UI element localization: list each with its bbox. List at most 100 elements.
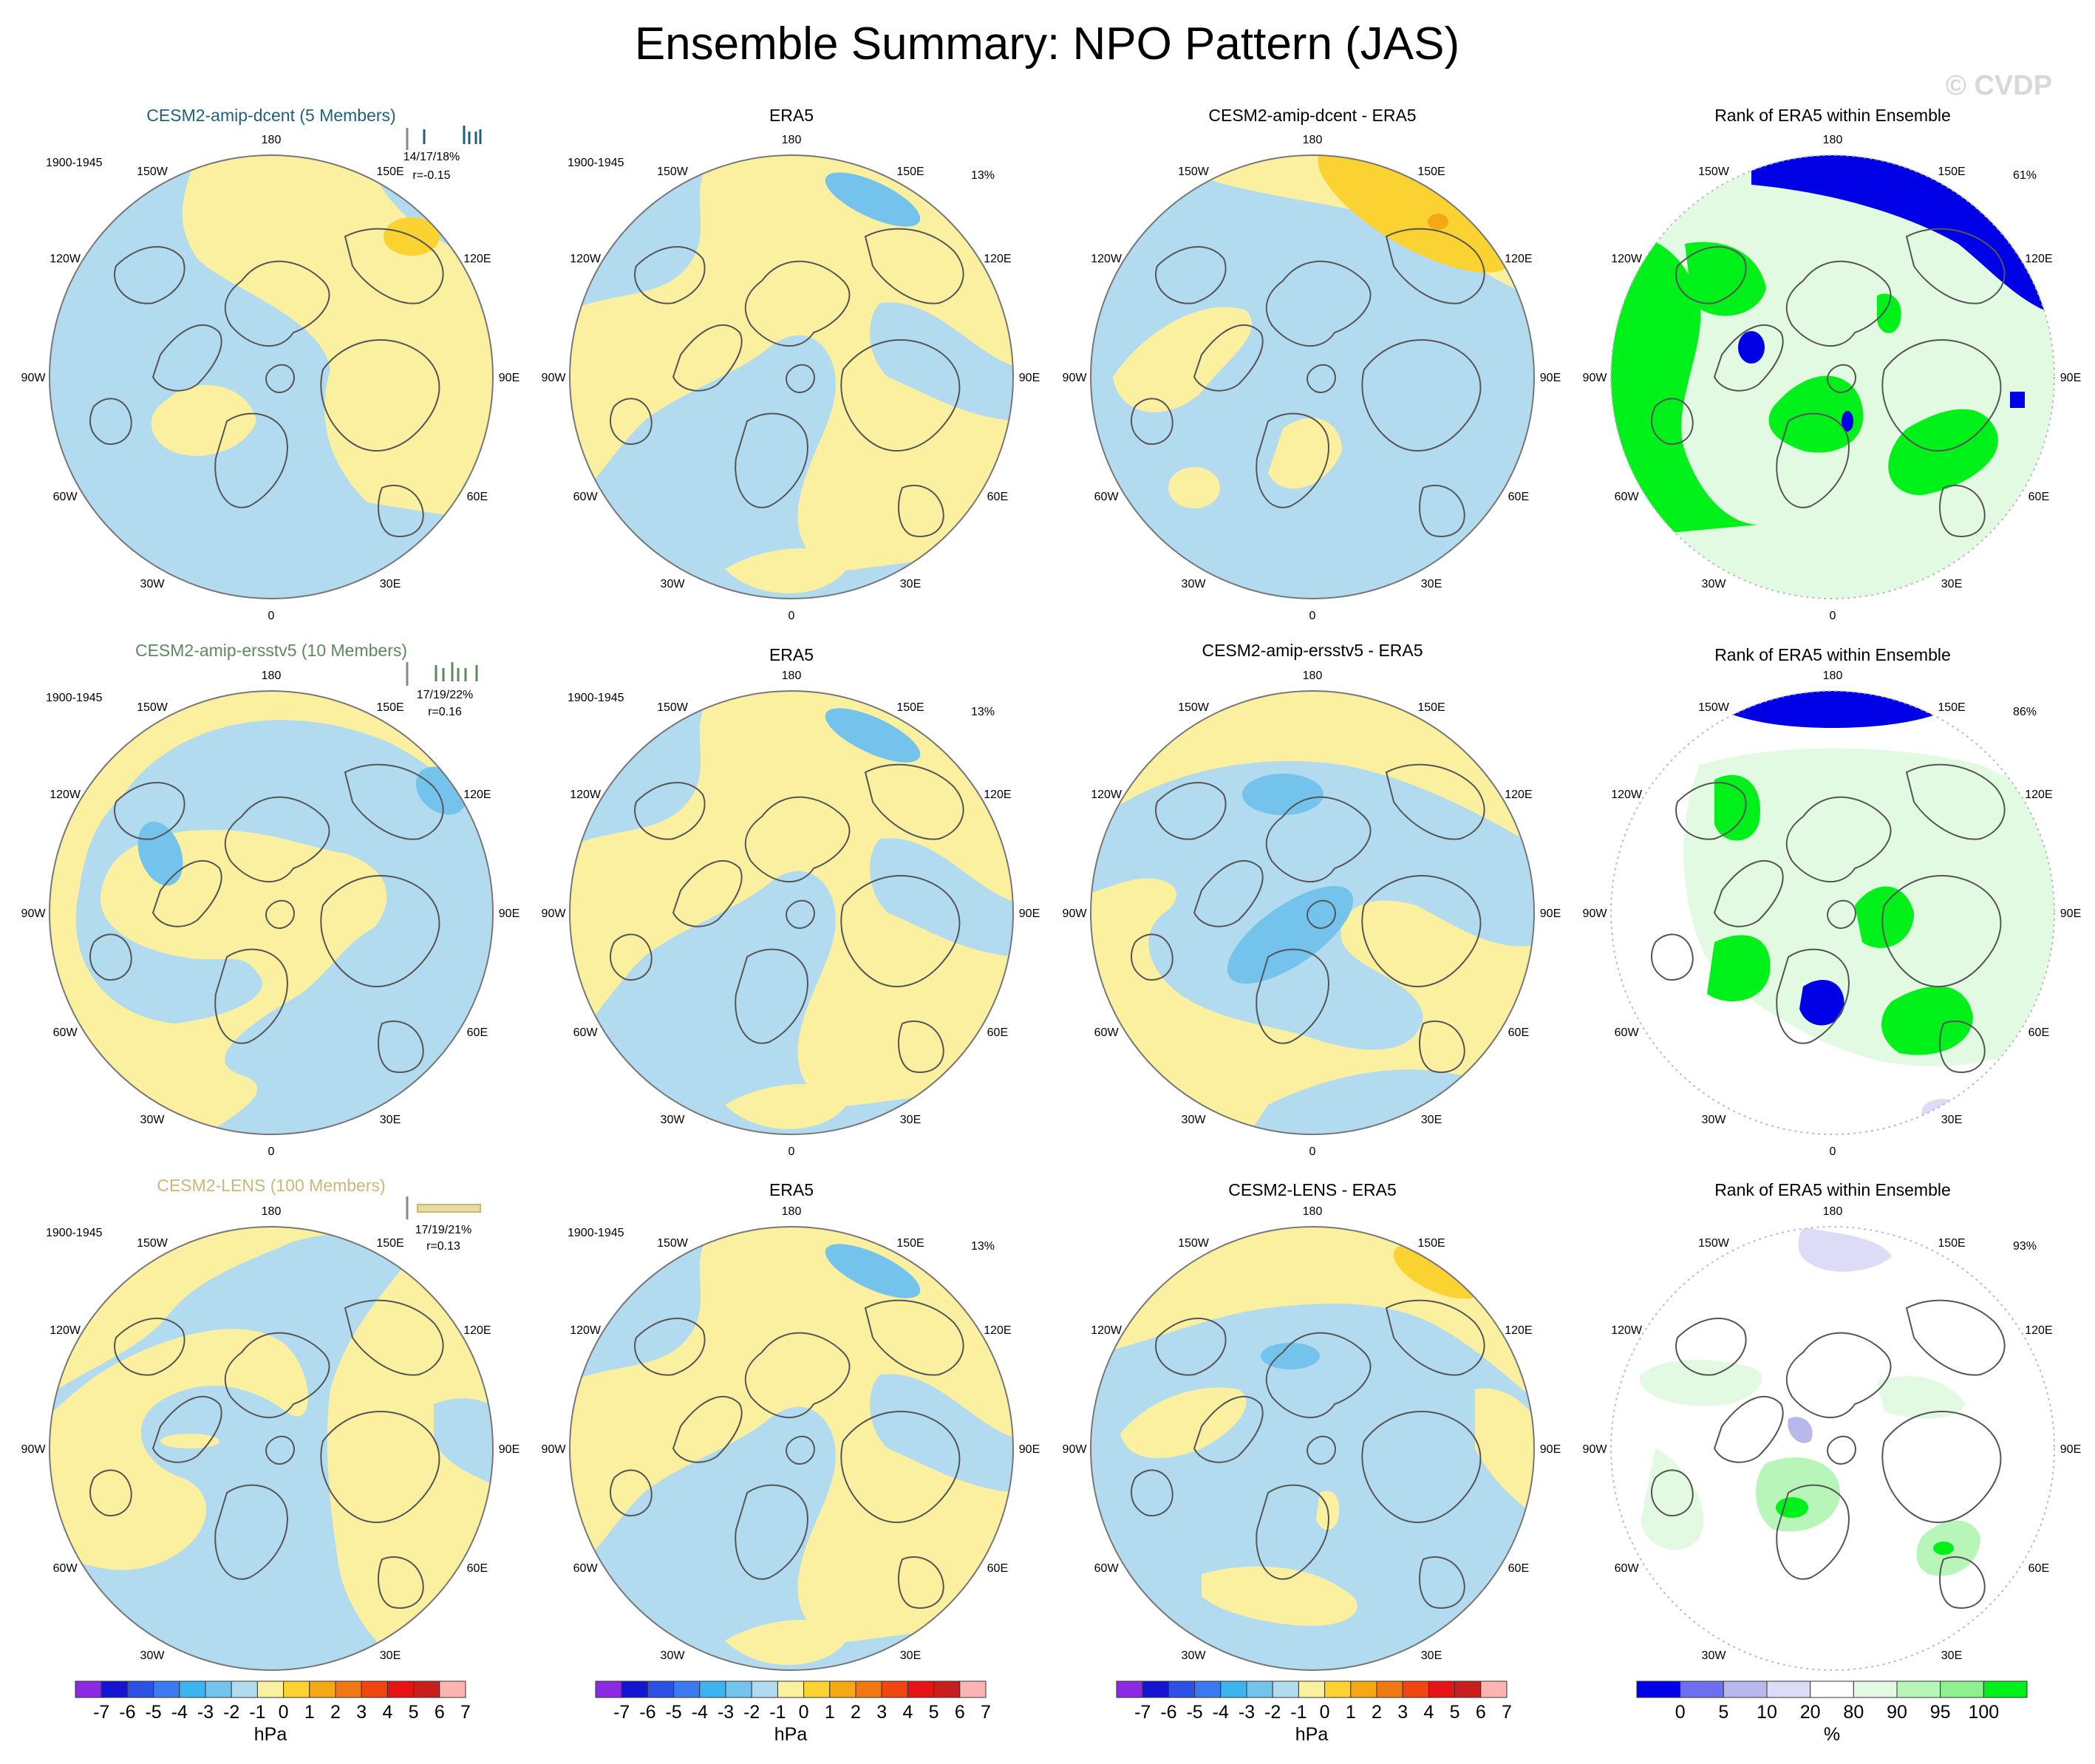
colorbar-tick-label: 7	[460, 1702, 471, 1723]
colorbar-tick-label: 0	[1320, 1702, 1330, 1723]
colorbar-tick-label: 0	[279, 1702, 289, 1723]
colorbar-tick-label: 1	[825, 1702, 835, 1723]
longitude-label: 60W	[1094, 1026, 1120, 1039]
longitude-label: 180	[782, 670, 802, 682]
slp-colorbar: -7 -6 -5 -4 -3 -2 -1 0 1 2 3 4 5 6 7 hPa	[1116, 1680, 1512, 1745]
colorbar-units: hPa	[254, 1724, 287, 1745]
longitude-label: 30E	[380, 578, 401, 590]
colorbar-tick-label: -7	[93, 1702, 109, 1723]
longitude-label: 60E	[1508, 491, 1529, 503]
longitude-label: 150W	[137, 1237, 168, 1250]
colorbar-swatch	[1142, 1680, 1169, 1698]
longitude-label: 0	[1309, 1145, 1316, 1158]
longitude-label: 60W	[1615, 1562, 1640, 1575]
colorbar-tick-label: 95	[1930, 1702, 1951, 1723]
longitude-label: 30W	[1702, 1649, 1727, 1662]
colorbar-tick-label: 0	[799, 1702, 809, 1723]
colorbar-swatch	[959, 1680, 987, 1698]
longitude-label: 90E	[1540, 372, 1561, 384]
colorbar-swatch	[855, 1680, 882, 1698]
member-spread-bar	[406, 662, 478, 686]
panel-diff-2: CESM2-amip-ersstv5 - ERA5	[1090, 641, 1535, 1135]
longitude-label: 60W	[573, 1562, 599, 1575]
longitude-label: 90W	[1583, 372, 1608, 384]
longitude-label: 150W	[1698, 1237, 1730, 1250]
variance-label: 13%	[971, 1240, 995, 1253]
colorbar-swatch	[1194, 1680, 1222, 1698]
colorbar-tick-label: -4	[171, 1702, 188, 1723]
longitude-label: 120W	[570, 789, 602, 801]
longitude-label: 60E	[987, 1026, 1008, 1039]
longitude-label: 30W	[1702, 578, 1727, 590]
colorbar-swatch	[205, 1680, 232, 1698]
colorbar-swatch	[881, 1680, 908, 1698]
longitude-label: 60W	[573, 1026, 599, 1039]
longitude-label: 90E	[2060, 1443, 2081, 1456]
longitude-label: 90W	[542, 1443, 567, 1456]
colorbar-tick-label: 5	[1450, 1702, 1460, 1723]
longitude-label: 90E	[1019, 907, 1040, 920]
colorbar-tick-label: 2	[851, 1702, 861, 1723]
longitude-label: 120E	[984, 1324, 1011, 1337]
colorbar-swatch	[1402, 1680, 1429, 1698]
colorbar-tick-label: 10	[1757, 1702, 1777, 1723]
colorbar-tick-label: 4	[902, 1702, 913, 1723]
colorbar-tick-label: 2	[1372, 1702, 1382, 1723]
longitude-label: 60E	[467, 1026, 488, 1039]
colorbar-swatch	[777, 1680, 805, 1698]
panel-title: CESM2-LENS - ERA5	[1228, 1180, 1397, 1199]
longitude-label: 180	[782, 134, 802, 146]
longitude-label: 150W	[657, 166, 689, 178]
panel-diff-1: CESM2-amip-dcent - ERA5	[1090, 106, 1535, 599]
longitude-label: 0	[1830, 1145, 1836, 1158]
longitude-label: 60E	[2028, 1026, 2049, 1039]
longitude-label: 90E	[1019, 1443, 1040, 1456]
longitude-label: 90W	[1063, 907, 1088, 920]
longitude-label: 30E	[1421, 1649, 1442, 1662]
panel-diff-3: CESM2-LENS - ERA5	[1090, 1180, 1535, 1671]
colorbar-swatch	[1298, 1680, 1326, 1698]
longitude-label: 90E	[499, 907, 520, 920]
longitude-label: 90W	[1583, 907, 1608, 920]
longitude-label: 120W	[50, 789, 81, 801]
colorbar-tick-label: 4	[1423, 1702, 1434, 1723]
colorbar-tick-label: -2	[223, 1702, 239, 1723]
longitude-label: 180	[262, 670, 282, 682]
panel-ensemble-2: CESM2-amip-ersstv5 (10 Members) 1900-194…	[46, 641, 494, 1135]
colorbar-tick-label: -2	[1264, 1702, 1281, 1723]
colorbar-swatch	[1116, 1680, 1143, 1698]
stats-label: 17/19/21%	[415, 1224, 472, 1236]
longitude-label: 180	[1823, 134, 1843, 146]
colorbar-swatch	[179, 1680, 206, 1698]
longitude-label: 150E	[896, 166, 924, 178]
longitude-label: 90W	[1063, 372, 1088, 384]
colorbar-tick-label: -5	[1186, 1702, 1202, 1723]
longitude-label: 60E	[2028, 1562, 2049, 1575]
period-label: 1900-1945	[46, 157, 103, 169]
colorbar-swatch	[1324, 1680, 1352, 1698]
longitude-label: 150E	[896, 701, 924, 714]
panel-title: ERA5	[769, 106, 814, 125]
panel-title: Rank of ERA5 within Ensemble	[1714, 645, 1951, 664]
longitude-label: 60W	[1094, 491, 1120, 503]
longitude-label: 120W	[1611, 253, 1643, 265]
colorbar-swatch	[751, 1680, 778, 1698]
longitude-label: 120E	[1505, 1324, 1532, 1337]
longitude-label: 120E	[463, 253, 491, 265]
longitude-label: 30E	[1421, 1114, 1442, 1126]
longitude-label: 150E	[1938, 1237, 1965, 1250]
colorbar-units: hPa	[774, 1724, 808, 1745]
longitude-label: 90E	[2060, 907, 2081, 920]
longitude-label: 180	[1823, 670, 1843, 682]
longitude-label: 120W	[1611, 789, 1643, 801]
member-spread-bar	[406, 126, 482, 150]
period-label: 1900-1945	[46, 1227, 103, 1239]
colorbar-tick-label: 3	[1397, 1702, 1408, 1723]
longitude-label: 60E	[467, 1562, 488, 1575]
row-1: CESM2-amip-dcent (5 Members) 1900-1945 1…	[46, 106, 2055, 599]
longitude-label: 60W	[53, 491, 78, 503]
colorbar-tick-label: -3	[718, 1702, 734, 1723]
longitude-label: 180	[1303, 1205, 1323, 1218]
colorbar-swatch	[673, 1680, 701, 1698]
